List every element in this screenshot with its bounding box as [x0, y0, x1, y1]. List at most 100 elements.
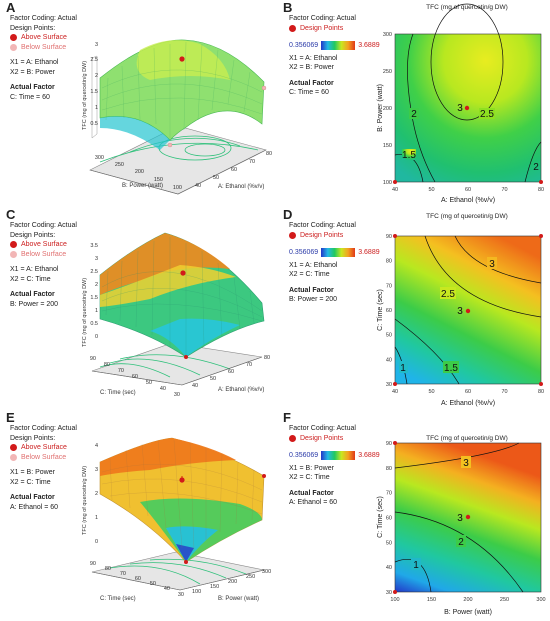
design-point	[393, 590, 397, 594]
x-tick: 80	[266, 151, 272, 157]
x-tick: 100	[390, 597, 399, 603]
design-point-below	[261, 85, 267, 91]
design-point-icon	[289, 231, 296, 239]
x1-label: X1 = A: Ethanol	[289, 261, 338, 269]
z-tick: 0	[95, 334, 98, 340]
y-axis-label: B: Power (watt)	[122, 183, 163, 189]
y-tick: 60	[132, 374, 138, 380]
y-tick: 40	[386, 565, 392, 571]
y-tick: 70	[386, 283, 392, 289]
above-surface-item: Above Surface	[10, 240, 77, 250]
design-points-item: Design Points	[289, 24, 380, 34]
x-axis-label: A: Ethanol (%v/v)	[218, 387, 264, 393]
design-point	[180, 270, 186, 276]
x1-label: X1 = A: Ethanol	[10, 59, 59, 66]
contour-label: 1.5	[444, 363, 458, 374]
design-point	[465, 514, 471, 520]
factor-coding: Factor Coding: Actual	[289, 15, 356, 22]
y-tick: 80	[104, 362, 110, 368]
z-tick: 0.5	[90, 121, 98, 127]
actual-factor: B: Power = 200	[10, 300, 59, 308]
y-tick: 150	[383, 143, 392, 149]
y-tick: 250	[115, 162, 124, 168]
contour-label: 1.5	[402, 150, 416, 161]
contour-label: 2	[458, 537, 464, 548]
y-axis-label: B: Power (watt)	[377, 84, 384, 132]
x-tick: 70	[246, 362, 252, 368]
factor-coding: Factor Coding: Actual	[289, 222, 356, 229]
contour-label: 2	[533, 162, 539, 173]
design-point	[539, 234, 543, 238]
z-axis-label: TFC (mg of quercetin/g DW)	[82, 278, 88, 347]
actual-factor: A: Ethanol = 60	[289, 499, 338, 506]
z-axis-label: TFC (mg of quercetin/g DW)	[82, 466, 88, 535]
z-tick: 2	[95, 491, 98, 497]
x-tick: 60	[465, 389, 471, 395]
info-block: Factor Coding: Actual Design Points 0.35…	[289, 424, 380, 508]
panel-label: E	[6, 410, 15, 425]
info-block: Factor Coding: Actual Design Points 0.35…	[289, 14, 380, 98]
below-surface-item: Below Surface	[10, 250, 77, 260]
actual-factor: B: Power = 200	[289, 296, 338, 303]
z-tick: 4	[95, 443, 98, 449]
above-dot-icon	[10, 241, 17, 249]
y-tick: 100	[383, 180, 392, 186]
color-gradient	[321, 248, 356, 258]
info-block: Factor Coding: Actual Design Points: Abo…	[10, 221, 77, 309]
x1-label: X1 = B: Power	[10, 469, 55, 476]
y-tick: 60	[386, 516, 392, 522]
y-tick: 30	[386, 590, 392, 596]
z-tick: 2.5	[90, 57, 98, 63]
y-tick: 300	[383, 32, 392, 38]
y-tick: 150	[154, 177, 163, 183]
design-point	[539, 180, 543, 184]
design-point	[393, 382, 397, 386]
design-point	[262, 474, 266, 478]
x-tick: 70	[249, 159, 255, 165]
z-tick: 2	[95, 282, 98, 288]
design-point-below	[167, 142, 173, 148]
below-dot-icon	[10, 43, 17, 51]
y-tick: 30	[386, 382, 392, 388]
design-points-item: Design Points	[289, 231, 380, 241]
y-tick: 60	[386, 308, 392, 314]
x2-label: X2 = C: Time	[289, 474, 330, 481]
x1-label: X1 = A: Ethanol	[289, 54, 338, 62]
x-tick: 300	[536, 597, 545, 603]
actual-factor: C: Time = 60	[10, 93, 50, 101]
y-tick: 90	[386, 441, 392, 447]
info-block: Factor Coding: Actual Design Points: Abo…	[10, 14, 77, 102]
x-tick: 80	[264, 355, 270, 361]
panel-c: C Factor Coding: Actual Design Points: A…	[0, 207, 275, 414]
color-legend: 0.356069 3.6889	[289, 41, 380, 51]
y-tick: 70	[118, 368, 124, 374]
x-tick: 200	[228, 579, 237, 585]
panel-label: F	[283, 410, 291, 425]
z-tick: 1	[95, 308, 98, 314]
x-tick: 150	[427, 597, 436, 603]
design-point	[179, 477, 185, 483]
y-tick: 40	[164, 586, 170, 592]
panel-a: A Factor Coding: Actual Design Points: A…	[0, 0, 275, 207]
actual-factor-title: Actual Factor	[289, 489, 334, 497]
z-tick: 1.5	[90, 89, 98, 95]
x2-label: X2 = B: Power	[10, 68, 55, 76]
y-tick: 250	[383, 69, 392, 75]
y-tick: 90	[90, 356, 96, 362]
contour-plot-f: TFC (mg of quercetin/g DW) 3 2 1 3 100 1…	[377, 435, 546, 616]
z-tick: 1	[95, 515, 98, 521]
actual-factor: C: Time = 60	[289, 89, 329, 96]
z-tick: 3	[95, 42, 98, 48]
x-tick: 70	[501, 187, 507, 193]
design-point	[393, 180, 397, 184]
x-axis-label: B: Power (watt)	[444, 609, 492, 616]
x-tick: 250	[500, 597, 509, 603]
info-block: Factor Coding: Actual Design Points: Abo…	[10, 424, 77, 512]
actual-factor: A: Ethanol = 60	[10, 503, 59, 511]
contour-label: 2.5	[441, 289, 455, 300]
contour-plot-d: TFC (mg of quercetin/g DW) 3 2.5 1 1.5 3…	[377, 213, 544, 407]
z-tick: 1	[95, 105, 98, 111]
panel-b: B Factor Coding: Actual Design Points 0.…	[275, 0, 550, 207]
below-surface-item: Below Surface	[10, 43, 77, 53]
x-tick: 70	[501, 389, 507, 395]
